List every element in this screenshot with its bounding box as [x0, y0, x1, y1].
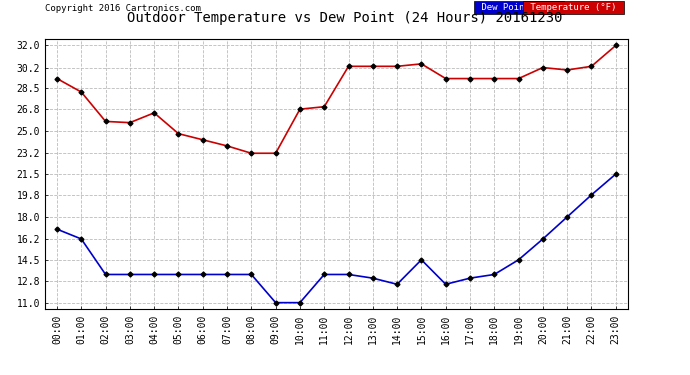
Text: Temperature (°F): Temperature (°F) [525, 3, 622, 12]
Text: Dew Point (°F): Dew Point (°F) [476, 3, 562, 12]
Text: Copyright 2016 Cartronics.com: Copyright 2016 Cartronics.com [45, 4, 201, 13]
Text: Outdoor Temperature vs Dew Point (24 Hours) 20161230: Outdoor Temperature vs Dew Point (24 Hou… [127, 11, 563, 25]
